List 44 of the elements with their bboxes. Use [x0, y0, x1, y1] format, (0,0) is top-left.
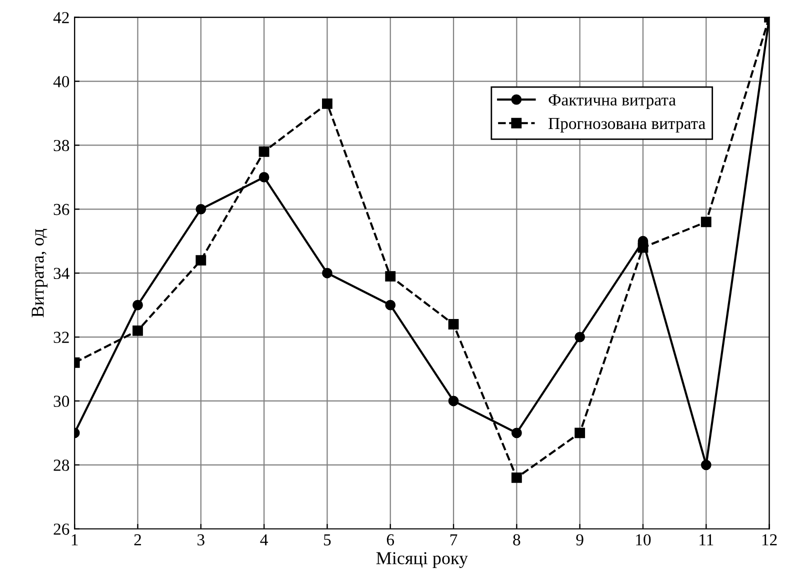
- y-tick-label: 32: [54, 332, 69, 343]
- point: [385, 300, 396, 310]
- point: [196, 204, 206, 214]
- x-tick-label: 6: [386, 534, 394, 546]
- y-tick-label: 30: [54, 396, 70, 407]
- x-tick-label: 12: [762, 534, 777, 546]
- x-tick-label: 9: [576, 534, 584, 546]
- legend-label: Прогнозована витрата: [548, 118, 706, 132]
- point: [574, 428, 586, 438]
- point: [132, 300, 143, 310]
- x-tick-label: 7: [450, 534, 458, 546]
- x-tick-label: 1: [72, 534, 78, 546]
- y-axis-title: Витрата, од: [32, 228, 48, 318]
- point: [700, 216, 712, 228]
- y-tick-label: 40: [53, 76, 70, 88]
- y-tick-label: 36: [54, 204, 70, 216]
- x-tick-label: 8: [513, 534, 520, 546]
- y-tick-label: 26: [54, 524, 70, 535]
- point: [511, 472, 522, 483]
- y-tick-label: 34: [54, 268, 70, 280]
- point: [385, 271, 396, 282]
- point: [700, 460, 712, 470]
- point: [448, 319, 459, 330]
- point: [638, 242, 648, 253]
- x-tick-label: 4: [260, 534, 268, 546]
- point: [322, 98, 332, 109]
- x-axis-title: Місяці року: [376, 552, 468, 568]
- point: [322, 268, 332, 278]
- legend-label: Фактична витрата: [548, 94, 676, 109]
- point: [258, 172, 270, 182]
- x-tick-label: 5: [324, 534, 331, 546]
- point: [258, 146, 270, 157]
- point: [448, 396, 459, 406]
- y-tick-label: 28: [54, 460, 70, 471]
- x-tick-label: 2: [134, 534, 141, 546]
- point: [574, 332, 586, 342]
- point: [132, 325, 143, 336]
- point: [196, 255, 206, 266]
- x-tick-label: 11: [700, 534, 714, 546]
- y-tick-label: 42: [53, 12, 69, 24]
- y-tick-label: 38: [54, 140, 70, 152]
- x-tick-label: 3: [198, 534, 204, 546]
- x-tick-label: 10: [636, 534, 651, 546]
- point: [511, 428, 522, 438]
